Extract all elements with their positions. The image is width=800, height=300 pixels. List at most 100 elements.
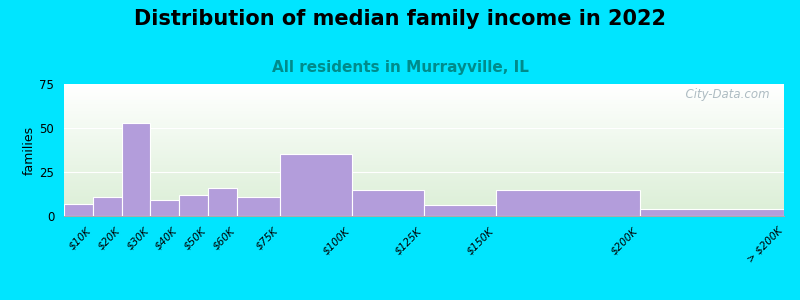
Bar bbox=[64, 121, 784, 122]
Bar bbox=[64, 124, 784, 125]
Bar bbox=[64, 161, 784, 162]
Bar bbox=[64, 114, 784, 115]
Bar bbox=[64, 180, 784, 181]
Bar bbox=[64, 205, 784, 206]
Bar bbox=[640, 209, 784, 216]
Bar bbox=[64, 162, 784, 163]
Bar bbox=[64, 143, 784, 144]
Bar bbox=[64, 197, 784, 198]
Bar bbox=[64, 185, 784, 186]
Bar bbox=[93, 196, 122, 216]
Bar bbox=[64, 132, 784, 133]
Bar bbox=[64, 196, 784, 197]
Bar bbox=[64, 123, 784, 124]
Bar bbox=[64, 91, 784, 92]
Bar bbox=[208, 188, 237, 216]
Bar bbox=[64, 99, 784, 100]
Bar bbox=[64, 189, 784, 190]
Bar bbox=[122, 123, 150, 216]
Bar bbox=[64, 163, 784, 164]
Bar bbox=[64, 111, 784, 112]
Bar bbox=[64, 113, 784, 114]
Bar bbox=[64, 153, 784, 154]
Bar bbox=[64, 135, 784, 136]
Bar bbox=[64, 104, 784, 105]
Bar bbox=[64, 95, 784, 96]
Bar bbox=[64, 133, 784, 134]
Bar bbox=[64, 89, 784, 90]
Bar bbox=[64, 103, 784, 104]
Bar bbox=[64, 86, 784, 87]
Bar bbox=[64, 165, 784, 166]
Bar bbox=[64, 172, 784, 173]
Y-axis label: families: families bbox=[22, 125, 35, 175]
Bar bbox=[64, 140, 784, 141]
Bar bbox=[64, 174, 784, 175]
Bar bbox=[64, 154, 784, 155]
Bar bbox=[64, 195, 784, 196]
Bar bbox=[424, 206, 496, 216]
Bar bbox=[64, 169, 784, 170]
Bar bbox=[64, 156, 784, 157]
Bar bbox=[64, 206, 784, 207]
Bar bbox=[64, 213, 784, 214]
Bar bbox=[64, 159, 784, 160]
Bar bbox=[496, 190, 640, 216]
Bar bbox=[64, 212, 784, 213]
Bar bbox=[64, 131, 784, 132]
Bar bbox=[64, 137, 784, 138]
Bar bbox=[179, 195, 208, 216]
Bar bbox=[64, 198, 784, 199]
Text: All residents in Murrayville, IL: All residents in Murrayville, IL bbox=[271, 60, 529, 75]
Bar bbox=[280, 154, 352, 216]
Bar bbox=[64, 93, 784, 94]
Bar bbox=[64, 151, 784, 152]
Bar bbox=[64, 203, 784, 204]
Bar bbox=[64, 152, 784, 153]
Bar bbox=[64, 122, 784, 123]
Bar bbox=[64, 139, 784, 140]
Bar bbox=[64, 120, 784, 121]
Bar bbox=[64, 85, 784, 86]
Bar bbox=[64, 136, 784, 137]
Bar bbox=[64, 171, 784, 172]
Bar bbox=[64, 118, 784, 119]
Bar bbox=[64, 200, 784, 201]
Bar bbox=[64, 125, 784, 126]
Bar bbox=[64, 97, 784, 98]
Bar bbox=[64, 94, 784, 95]
Bar bbox=[64, 214, 784, 215]
Bar bbox=[64, 173, 784, 174]
Bar bbox=[64, 108, 784, 109]
Bar bbox=[64, 168, 784, 169]
Bar bbox=[64, 211, 784, 212]
Text: City-Data.com: City-Data.com bbox=[678, 88, 770, 101]
Bar bbox=[64, 210, 784, 211]
Bar bbox=[64, 176, 784, 177]
Bar bbox=[64, 157, 784, 158]
Bar bbox=[64, 107, 784, 108]
Bar bbox=[64, 188, 784, 189]
Bar bbox=[64, 96, 784, 97]
Bar bbox=[64, 87, 784, 88]
Bar bbox=[64, 138, 784, 139]
Bar bbox=[64, 92, 784, 93]
Bar bbox=[64, 126, 784, 127]
Bar bbox=[64, 207, 784, 208]
Bar bbox=[64, 98, 784, 99]
Bar bbox=[64, 110, 784, 111]
Bar bbox=[64, 201, 784, 202]
Bar bbox=[64, 117, 784, 118]
Bar bbox=[64, 101, 784, 102]
Bar bbox=[64, 202, 784, 203]
Bar bbox=[64, 191, 784, 192]
Bar bbox=[64, 194, 784, 195]
Bar bbox=[64, 175, 784, 176]
Bar bbox=[64, 100, 784, 101]
Bar bbox=[64, 204, 784, 205]
Bar bbox=[64, 84, 784, 85]
Bar bbox=[64, 146, 784, 147]
Bar bbox=[64, 164, 784, 165]
Bar bbox=[150, 200, 179, 216]
Bar bbox=[64, 190, 784, 191]
